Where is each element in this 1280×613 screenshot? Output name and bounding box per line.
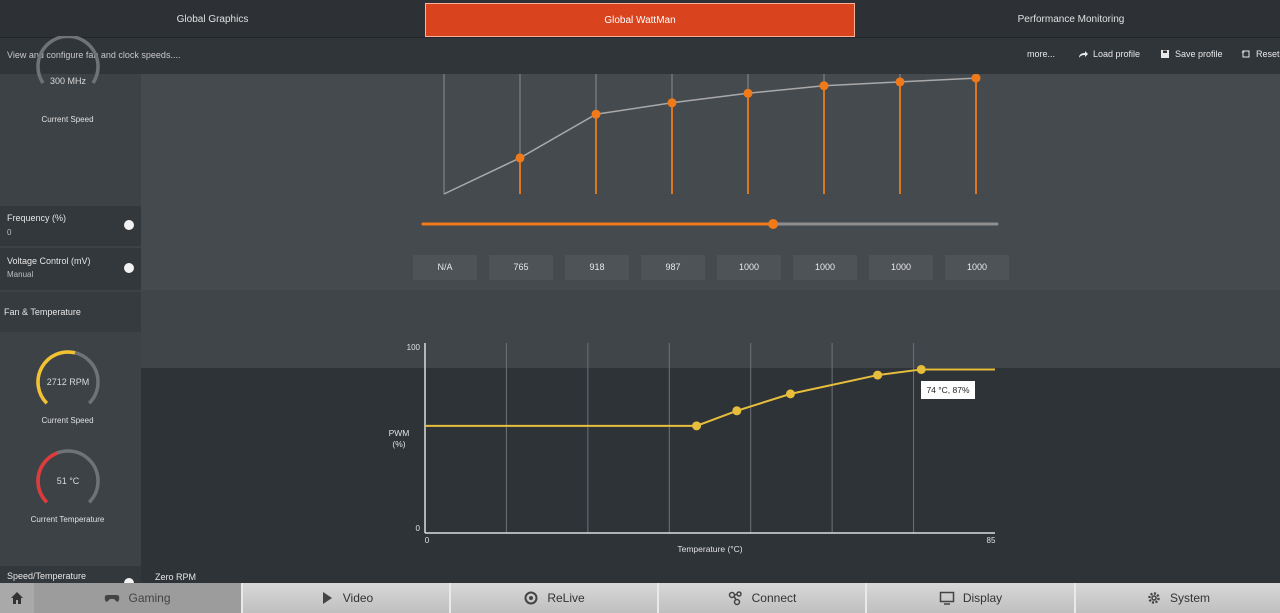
nav-video-label: Video (342, 591, 374, 605)
home-icon (11, 592, 23, 604)
fan-point-tooltip: 74 °C, 87% (921, 381, 975, 399)
voltage-row[interactable]: Voltage Control (mV) Manual (0, 248, 141, 290)
fan-curve-point[interactable] (873, 370, 883, 380)
bottom-nav: Gaming Video ReLive Connect Display Syst… (0, 583, 1280, 613)
y-tick-min: 0 (416, 524, 421, 533)
fan-curve-point[interactable] (785, 389, 795, 399)
share-arrow-icon (1079, 51, 1088, 58)
nav-connect-label: Connect (751, 591, 797, 605)
reset-label: Reset (1256, 49, 1280, 59)
voltage-value-7[interactable]: 1000 (945, 255, 1009, 280)
speed-temperature-label: Speed/Temperature (7, 571, 87, 581)
nav-gaming-label: Gaming (128, 591, 171, 605)
save-profile-label: Save profile (1175, 49, 1223, 59)
tab-performance-monitoring[interactable]: Performance Monitoring (1017, 14, 1125, 25)
clock-state-point[interactable] (591, 109, 601, 119)
fan-temperature-title: Fan & Temperature (4, 307, 81, 317)
fan-temperature-section: Fan & Temperature (0, 292, 141, 332)
load-profile-label: Load profile (1093, 49, 1141, 59)
gear-icon (1148, 592, 1160, 604)
y-axis-label-line1: PWM (389, 428, 410, 438)
clock-speed-gauge (36, 36, 100, 84)
home-button[interactable] (0, 583, 34, 613)
voltage-value-4[interactable]: 1000 (717, 255, 781, 280)
save-profile-button[interactable]: Save profile (1160, 49, 1223, 59)
tab-global-wattman[interactable]: Global WattMan (425, 3, 855, 37)
clock-state-point[interactable] (667, 98, 677, 108)
voltage-value-5[interactable]: 1000 (793, 255, 857, 280)
y-axis-label-line2: (%) (392, 439, 405, 449)
tab-global-graphics[interactable]: Global Graphics (176, 14, 249, 25)
subheader: View and configure fan and clock speeds.… (0, 38, 1280, 74)
clock-state-point[interactable] (515, 153, 525, 163)
save-icon (1161, 50, 1169, 58)
clock-voltage-chart (443, 74, 981, 195)
nav-gaming[interactable]: Gaming (34, 583, 243, 613)
temp-gauge-label: Current Temperature (30, 515, 105, 524)
voltage-value-2[interactable]: 918 (565, 255, 629, 280)
x-tick-max: 85 (987, 536, 996, 545)
relive-icon (524, 591, 538, 605)
nav-system-label: System (1169, 591, 1210, 605)
nav-connect[interactable]: Connect (659, 583, 867, 613)
speed-temperature-row[interactable]: Speed/Temperature (0, 566, 141, 588)
gamepad-icon (105, 595, 120, 602)
nav-video[interactable]: Video (243, 583, 451, 613)
fan-curve-chart: 100 0 0 85 Temperature (°C) PWM (%) 74 °… (389, 343, 996, 554)
voltage-toggle[interactable] (124, 263, 134, 273)
more-label: more... (1027, 49, 1056, 59)
fan-curve-point[interactable] (732, 406, 742, 416)
clock-gauge-label: Current Speed (41, 115, 94, 124)
performance-state-slider[interactable] (420, 216, 1000, 232)
voltage-value-1[interactable]: 765 (489, 255, 553, 280)
x-tick-min: 0 (425, 536, 430, 545)
clock-curve-panel (141, 74, 1280, 290)
nav-display-label: Display (962, 591, 1003, 605)
fan-panel-shade (141, 368, 1280, 584)
frequency-row[interactable]: Frequency (%) 0 (0, 206, 141, 246)
monitor-icon (939, 591, 955, 605)
fan-gauge-value: 2712 RPM (46, 377, 90, 387)
clock-state-point[interactable] (819, 81, 829, 91)
fan-speed-gauge (36, 350, 100, 405)
page-description: View and configure fan and clock speeds.… (7, 50, 181, 60)
nav-display[interactable]: Display (867, 583, 1076, 613)
voltage-value: Manual (7, 270, 34, 279)
left-sidebar: 300 MHz Current Speed Frequency (%) 0 Vo… (0, 36, 141, 588)
more-button[interactable]: more... (1027, 49, 1055, 59)
clock-gauge-value: 300 MHz (49, 76, 86, 86)
clock-state-point[interactable] (971, 74, 981, 83)
voltage-value-6[interactable]: 1000 (869, 255, 933, 280)
slider-knob[interactable] (768, 219, 779, 229)
nav-relive-label: ReLive (547, 591, 585, 605)
frequency-toggle[interactable] (124, 220, 134, 230)
clock-state-point[interactable] (743, 88, 753, 98)
voltage-value-0[interactable]: N/A (413, 255, 477, 280)
play-icon (322, 592, 332, 604)
fan-curve-point[interactable] (916, 364, 926, 374)
fan-curve-point[interactable] (692, 421, 702, 431)
clock-series-line (443, 77, 977, 195)
temp-gauge-value: 51 °C (56, 476, 80, 486)
frequency-value: 0 (7, 228, 12, 237)
reset-icon (1241, 50, 1250, 58)
clock-state-point[interactable] (895, 77, 905, 87)
load-profile-button[interactable]: Load profile (1078, 49, 1140, 59)
tooltip-text: 74 °C, 87% (926, 385, 970, 395)
reset-button[interactable]: Reset (1241, 49, 1280, 59)
nav-relive[interactable]: ReLive (451, 583, 659, 613)
y-tick-max: 100 (407, 343, 421, 352)
fan-series-line (425, 368, 995, 427)
connect-icon (728, 591, 742, 606)
fan-gauge-label: Current Speed (41, 416, 94, 425)
top-tab-bar: Global Graphics Global WattMan Performan… (0, 0, 1280, 38)
nav-system[interactable]: System (1076, 583, 1280, 613)
temperature-gauge (36, 449, 100, 504)
x-axis-label: Temperature (°C) (677, 544, 742, 554)
zero-rpm-label: Zero RPM (155, 572, 197, 582)
frequency-label: Frequency (%) (7, 213, 67, 223)
voltage-value-3[interactable]: 987 (641, 255, 705, 280)
voltage-label: Voltage Control (mV) (7, 256, 91, 266)
